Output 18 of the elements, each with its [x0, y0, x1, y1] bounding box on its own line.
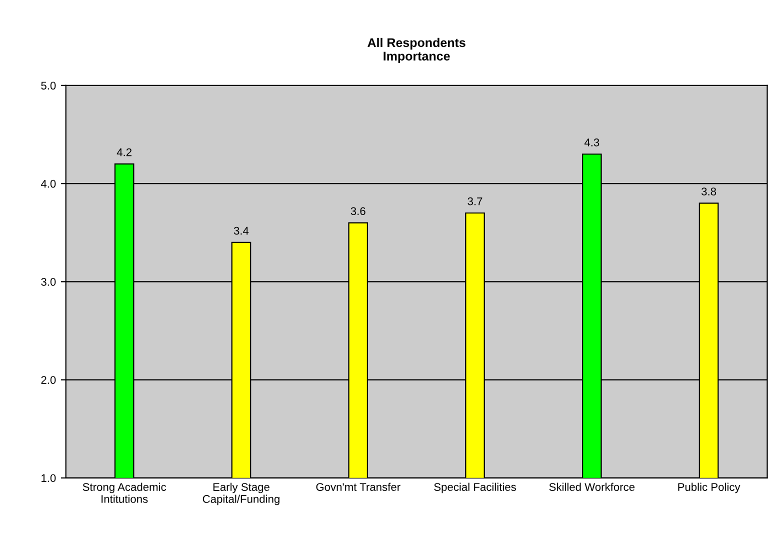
- data-label: 3.4: [234, 226, 249, 235]
- x-tick-label: Special Facilities: [434, 482, 516, 494]
- data-label: 3.6: [350, 207, 366, 216]
- x-tick-label: Govn'mt Transfer: [316, 482, 400, 491]
- data-label: 4.3: [584, 138, 600, 146]
- y-tick-label: 3.0: [41, 278, 56, 286]
- y-tick-label: 2.0: [41, 376, 56, 384]
- data-label: 4.2: [116, 148, 132, 156]
- data-label: 3.7: [468, 197, 482, 206]
- x-tick-label: Public Policy: [678, 482, 740, 494]
- y-tick-label: 1.0: [42, 474, 56, 482]
- x-tick-label: Strong Academic Intitutions: [82, 482, 166, 503]
- x-tick-label: Early Stage Capital/Funding: [202, 482, 280, 506]
- chart-title: All Respondents Importance: [368, 38, 466, 64]
- data-label: 3.8: [702, 188, 716, 196]
- y-tick-label: 4.0: [40, 180, 56, 188]
- y-tick-label: 5.0: [41, 82, 56, 90]
- x-tick-label: Skilled Workforce: [549, 482, 635, 491]
